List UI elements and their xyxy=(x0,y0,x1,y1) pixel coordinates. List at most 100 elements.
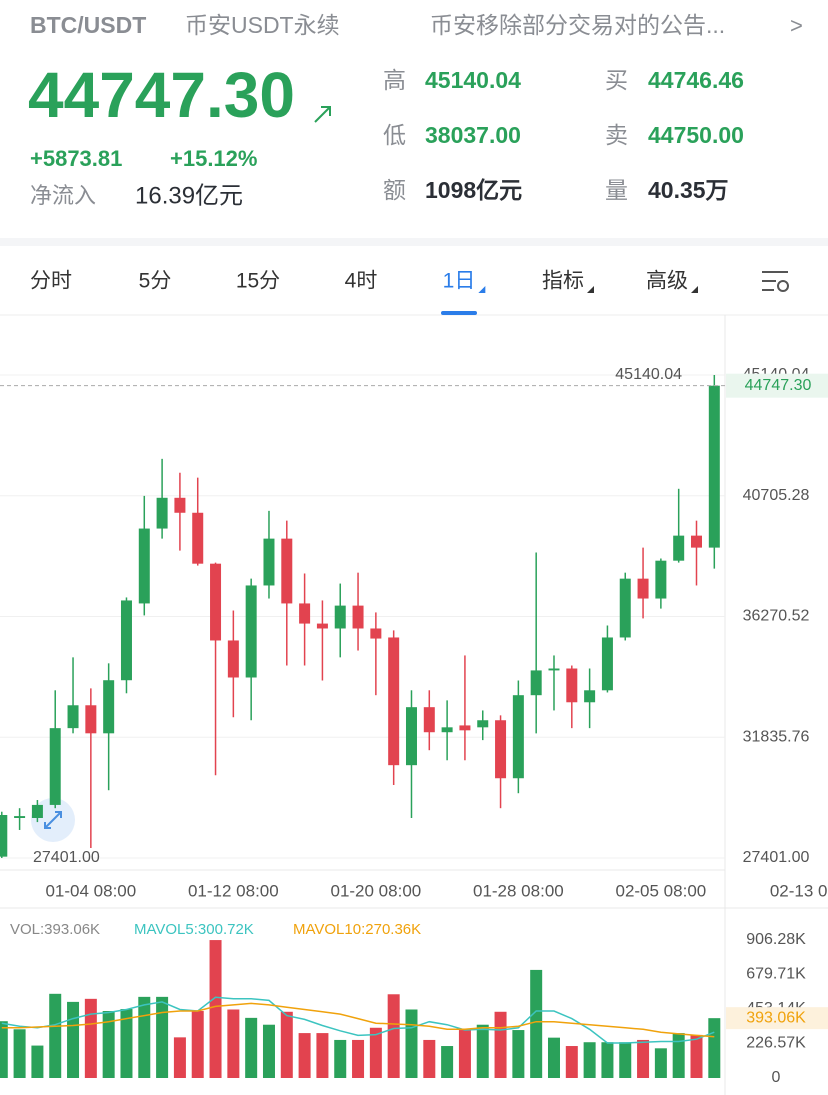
net-inflow-label: 净流入 xyxy=(30,183,96,208)
y-tick-label: 31835.76 xyxy=(743,728,810,745)
tab[interactable]: 分时 xyxy=(30,270,72,293)
x-tick-label: 01-12 08:00 xyxy=(188,881,279,900)
volume-bar xyxy=(476,1024,489,1078)
x-tick-label: 01-04 08:00 xyxy=(45,881,136,900)
candle-body xyxy=(512,695,524,779)
volume-bar xyxy=(0,1021,8,1078)
volume-bar xyxy=(708,1018,721,1078)
dropdown-indicator xyxy=(587,286,594,293)
stat-label: 高 xyxy=(383,67,406,93)
candle-body xyxy=(423,707,435,733)
net-inflow: 16.39亿元 xyxy=(135,182,243,209)
candle-body xyxy=(227,640,239,678)
x-tick-label: 01-20 08:00 xyxy=(330,881,421,900)
tab[interactable]: 指标 xyxy=(542,270,584,293)
candle-body xyxy=(299,603,311,624)
symbol: BTC/USDT xyxy=(30,12,146,38)
candle-body xyxy=(85,705,97,734)
notice-arrow[interactable]: > xyxy=(790,13,803,38)
volume-bar xyxy=(512,1030,525,1078)
stat-label: 额 xyxy=(383,177,406,203)
last-price-tag-label: 44747.30 xyxy=(745,377,812,394)
y-tick-label: 27401.00 xyxy=(743,849,810,866)
volume-bar xyxy=(334,1039,347,1078)
volume-bar xyxy=(245,1017,258,1078)
x-tick-label: 01-28 08:00 xyxy=(473,881,564,900)
volume-bar xyxy=(387,994,400,1078)
volume-bar xyxy=(138,996,151,1078)
stat-value: 45140.04 xyxy=(425,67,521,93)
volume-bar xyxy=(120,1009,133,1078)
volume-bar xyxy=(423,1039,436,1078)
mavol-line xyxy=(1,1002,715,1038)
volume-bar xyxy=(494,1011,507,1078)
volume-bar xyxy=(316,1033,329,1078)
volume-bar xyxy=(690,1034,703,1078)
candle-body xyxy=(156,497,168,529)
candle-body xyxy=(708,385,720,548)
volume-bar xyxy=(637,1039,650,1078)
candle-body xyxy=(441,727,453,733)
divider xyxy=(0,238,828,246)
volume-bar xyxy=(173,1037,186,1078)
stat-label: 低 xyxy=(383,122,406,148)
candle-body xyxy=(655,560,667,599)
price-change-pct: +15.12% xyxy=(170,146,257,171)
up-arrow-icon xyxy=(314,106,331,123)
settings-icon[interactable] xyxy=(762,271,789,292)
x-tick-label: 02-05 08:00 xyxy=(615,881,706,900)
volume-bar xyxy=(262,1024,275,1078)
volume-bar xyxy=(352,1039,365,1078)
candle-body xyxy=(352,605,364,629)
volume-bar xyxy=(530,969,543,1078)
last-volume-tag xyxy=(726,1007,828,1030)
tab[interactable]: 1日 xyxy=(443,270,476,293)
candle-body xyxy=(584,690,596,703)
candle-body xyxy=(637,578,649,599)
tab[interactable]: 15分 xyxy=(236,270,280,293)
tab[interactable]: 5分 xyxy=(139,270,172,293)
mavol-line xyxy=(1,996,715,1044)
volume-bar xyxy=(583,1042,596,1078)
stat-label: 卖 xyxy=(605,122,628,148)
volume-bar xyxy=(369,1027,382,1078)
candle-body xyxy=(388,637,400,766)
y-tick-label: 906.28K xyxy=(746,931,806,948)
candle-body xyxy=(174,497,186,513)
volume-bar xyxy=(547,1037,560,1078)
candle-body xyxy=(566,668,578,703)
min-price-label: 27401.00 xyxy=(33,849,100,866)
dropdown-indicator xyxy=(691,286,698,293)
tab[interactable]: 4时 xyxy=(345,270,378,293)
volume-bar xyxy=(49,993,62,1078)
notice[interactable]: 币安移除部分交易对的公告... xyxy=(430,12,725,38)
candle-body xyxy=(31,804,43,818)
candle-body xyxy=(281,538,293,604)
candle-body xyxy=(263,538,275,586)
tab[interactable]: 高级 xyxy=(646,270,688,293)
candle-body xyxy=(67,705,79,729)
candle-body xyxy=(316,623,328,629)
volume-bar xyxy=(654,1048,667,1078)
stat-label: 量 xyxy=(605,177,628,203)
volume-bar xyxy=(191,1011,204,1078)
volume-bar xyxy=(13,1029,26,1078)
candle-body xyxy=(548,668,560,671)
last-price: 44747.30 xyxy=(28,59,295,131)
tab-underline xyxy=(441,311,477,315)
volume-bar xyxy=(84,998,97,1078)
volume-bar xyxy=(441,1046,454,1078)
candle-body xyxy=(405,707,417,766)
volume-bar xyxy=(102,1011,115,1078)
volume-bar xyxy=(565,1046,578,1078)
candle-body xyxy=(477,720,489,728)
volume-bar xyxy=(31,1045,44,1078)
y-tick-label: 226.57K xyxy=(746,1035,806,1052)
candle-body xyxy=(495,720,507,779)
y-tick-label: 36270.52 xyxy=(743,608,810,625)
x-tick-label: 02-13 08 xyxy=(770,881,828,900)
candle-body xyxy=(138,528,150,604)
candle-body xyxy=(370,628,382,639)
candle-body xyxy=(0,814,8,857)
candle-body xyxy=(530,670,542,696)
